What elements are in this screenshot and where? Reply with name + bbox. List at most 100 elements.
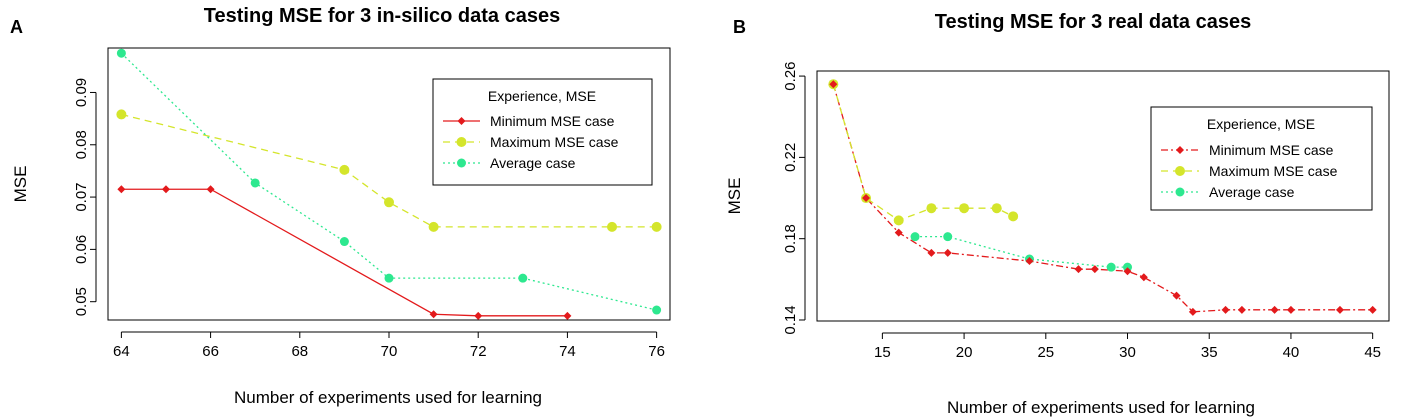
panel-b-legend-title: Experience, MSE [1207, 116, 1315, 132]
panel-a-average-case-point [652, 305, 662, 315]
panel-a-title: Testing MSE for 3 in-silico data cases [204, 5, 560, 27]
panel-a-average-case-point [250, 178, 260, 188]
panel-a-y-tick-label: 0.09 [73, 78, 90, 107]
panel-a-maximum-mse-case-point [339, 164, 350, 175]
panel-a-label: A [10, 17, 23, 37]
panel-b-y-axis: 0.14 0.18 0.22 0.26 [782, 61, 806, 335]
panel-a-legend-average-case-label: Average case [490, 155, 576, 171]
panel-b-average-case-point [1123, 262, 1133, 272]
panel-a-legend-box [432, 78, 653, 186]
panel-a-y-tick-label: 0.06 [73, 235, 90, 264]
panel-a-maximum-mse-case-point [116, 109, 127, 120]
panel-a-series [116, 48, 662, 320]
panel-a-x-axis-label: Number of experiments used for learning [234, 388, 542, 407]
panel-a-legend-average-case-marker [457, 158, 466, 168]
panel-b-minimum-mse-case-point [1139, 273, 1148, 282]
panel-b-legend-average-case-marker [1175, 187, 1185, 197]
panel-b-legend-minimum-mse-case-label: Minimum MSE case [1209, 142, 1334, 158]
panel-b-y-tick-label: 0.14 [782, 305, 799, 334]
panel-a-minimum-mse-case-point [563, 311, 572, 320]
panel-b-minimum-mse-case-point [862, 194, 871, 203]
panel-b-y-tick-label: 0.26 [782, 61, 799, 90]
panel-a-legend-maximum-mse-case-label: Maximum MSE case [490, 134, 619, 150]
panel-b-maximum-mse-case-point [893, 215, 904, 226]
panel-a-y-axis: 0.05 0.06 0.07 0.08 0.09 [73, 78, 97, 316]
panel-a-average-case-line [120, 52, 657, 311]
panel-a-legend-minimum-mse-case-label: Minimum MSE case [490, 113, 615, 129]
panel-b-legend-box [1150, 106, 1373, 211]
panel-b-minimum-mse-case-point [829, 80, 838, 89]
panel-b-average-case-point [910, 232, 920, 242]
panel-b-minimum-mse-case-point [943, 248, 952, 257]
panel-b-x-tick-label: 15 [874, 344, 891, 361]
panel-a-plot-frame [107, 47, 671, 321]
panel-b-legend: Experience, MSE Minimum MSE case Maximum … [1150, 106, 1373, 211]
panel-b-y-tick-label: 0.22 [782, 143, 799, 172]
panel-b-minimum-mse-case-point [1237, 305, 1246, 314]
panel-a-maximum-mse-case-point [384, 197, 394, 208]
panel-b-x-tick-label: 25 [1037, 344, 1054, 361]
panel-b: B Testing MSE for 3 real data cases 0.14… [725, 11, 1390, 417]
panel-b-y-axis-label: MSE [725, 178, 744, 215]
panel-b-minimum-mse-case-point [1172, 291, 1181, 300]
panel-b-minimum-mse-case-point [894, 228, 903, 237]
panel-b-x-axis-label: Number of experiments used for learning [947, 398, 1255, 417]
panel-b-x-tick-label: 40 [1283, 344, 1300, 361]
panel-b-title: Testing MSE for 3 real data cases [935, 11, 1251, 33]
panel-a-maximum-mse-case-point [607, 221, 618, 232]
panel-a-x-tick-label: 76 [648, 343, 665, 360]
panel-a-y-tick-label: 0.05 [73, 287, 90, 316]
panel-a-minimum-mse-case-point [474, 311, 483, 320]
panel-a-legend: Experience, MSE Minimum MSE case Maximum … [432, 78, 653, 186]
panel-b-x-tick-label: 20 [956, 344, 973, 361]
panel-a-average-case-point [384, 273, 394, 283]
panel-a-x-tick-label: 70 [381, 343, 398, 360]
panel-b-maximum-mse-case-line [832, 84, 1014, 222]
panel-b-legend-maximum-mse-case-label: Maximum MSE case [1209, 163, 1338, 179]
panel-a-average-case-point [116, 48, 126, 58]
panel-a-x-tick-label: 66 [202, 343, 219, 360]
panel-a-maximum-mse-case-line [121, 113, 657, 228]
panel-a-legend-maximum-mse-case-marker [456, 137, 467, 147]
panel-a-legend-minimum-mse-case-marker [457, 117, 466, 125]
panel-b-minimum-mse-case-point [1074, 265, 1083, 274]
panel-b-minimum-mse-case-point [927, 248, 936, 257]
panel-b-legend-maximum-mse-case-marker [1175, 166, 1185, 176]
panel-a-average-case-point [339, 237, 349, 247]
panel-b-series [828, 79, 1377, 316]
panel-a: A Testing MSE for 3 in-silico data cases… [10, 5, 671, 407]
panel-b-minimum-mse-case-point [1368, 305, 1377, 314]
panel-b-minimum-mse-case-point [1090, 265, 1099, 274]
panel-b-x-tick-label: 30 [1119, 344, 1136, 361]
panel-a-x-tick-label: 74 [559, 343, 576, 360]
panel-a-y-tick-label: 0.08 [73, 130, 90, 159]
panel-a-minimum-mse-case-line [121, 188, 568, 317]
panel-b-average-case-point [943, 232, 953, 242]
panel-b-label: B [733, 17, 746, 37]
panel-a-minimum-mse-case-point [429, 310, 438, 319]
panel-b-maximum-mse-case-point [926, 203, 937, 214]
panel-b-legend-minimum-mse-case-marker [1176, 146, 1184, 154]
panel-b-x-tick-label: 35 [1201, 344, 1218, 361]
panel-a-minimum-mse-case-point [206, 185, 215, 194]
panel-b-minimum-mse-case-point [1270, 305, 1279, 314]
panel-a-maximum-mse-case-point [428, 221, 439, 232]
panel-b-average-case-point [1106, 262, 1116, 272]
panel-b-plot-frame [816, 70, 1390, 322]
panel-b-minimum-mse-case-point [1335, 305, 1344, 314]
panel-b-maximum-mse-case-point [959, 203, 970, 214]
panel-b-x-axis: 15 20 25 30 35 40 45 [874, 332, 1381, 361]
panel-a-minimum-mse-case-point [117, 185, 126, 194]
panel-a-x-tick-label: 68 [291, 343, 308, 360]
panel-b-maximum-mse-case-point [991, 203, 1002, 214]
panel-a-legend-title: Experience, MSE [488, 88, 596, 104]
panel-a-average-case-point [518, 273, 528, 283]
panel-a-x-axis: 64 66 68 70 72 74 76 [113, 331, 665, 360]
panel-b-minimum-mse-case-point [1123, 267, 1132, 276]
panel-b-maximum-mse-case-point [1008, 211, 1019, 222]
panel-b-y-tick-label: 0.18 [782, 224, 799, 253]
panel-b-legend-average-case-label: Average case [1209, 184, 1295, 200]
panel-a-minimum-mse-case-point [161, 185, 170, 194]
panel-a-maximum-mse-case-point [651, 221, 662, 232]
